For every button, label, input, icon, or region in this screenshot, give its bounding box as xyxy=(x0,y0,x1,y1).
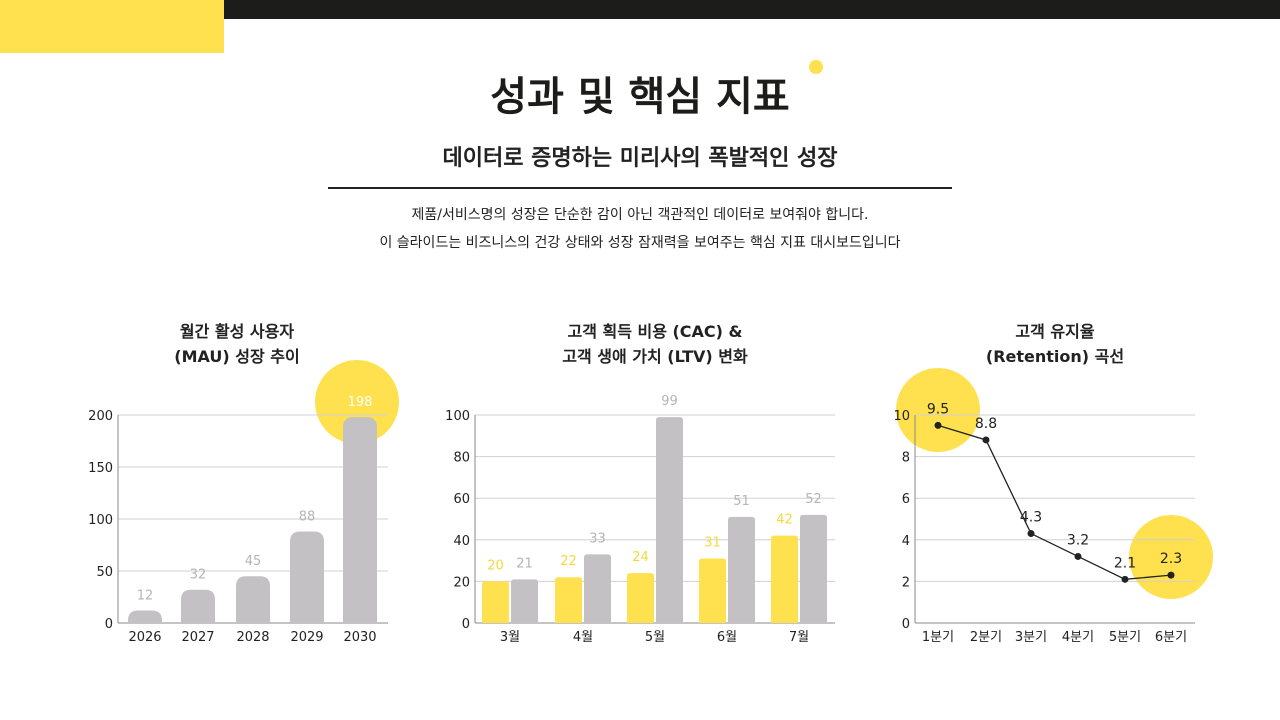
x-tick-label: 7월 xyxy=(789,630,809,645)
x-tick-label: 4월 xyxy=(573,630,593,645)
y-tick-label: 0 xyxy=(462,617,470,632)
x-tick-label: 2027 xyxy=(181,630,214,645)
data-label: 33 xyxy=(589,531,606,546)
data-label: 99 xyxy=(661,394,678,409)
x-tick-label: 2분기 xyxy=(970,630,1002,645)
data-label: 32 xyxy=(190,568,207,583)
y-tick-label: 6 xyxy=(902,492,910,507)
bar xyxy=(656,417,683,623)
chart-title: 고객 생애 가치 (LTV) 변화 xyxy=(562,347,748,366)
bar xyxy=(128,610,162,623)
description-line-2: 이 슬라이드는 비즈니스의 건강 상태와 성장 잠재력을 보여주는 핵심 지표 … xyxy=(379,235,901,251)
data-point xyxy=(1027,530,1035,538)
data-label: 22 xyxy=(560,554,577,569)
y-tick-label: 200 xyxy=(88,409,113,424)
data-point xyxy=(1167,571,1175,579)
x-tick-label: 2029 xyxy=(290,630,323,645)
page-subtitle: 데이터로 증명하는 미리사의 폭발적인 성장 xyxy=(442,146,838,171)
x-tick-label: 3분기 xyxy=(1015,630,1047,645)
chart-title: (Retention) 곡선 xyxy=(986,347,1124,366)
data-label: 42 xyxy=(776,513,793,528)
data-label: 198 xyxy=(348,395,373,410)
data-label: 52 xyxy=(805,492,822,507)
data-label: 51 xyxy=(733,494,750,509)
x-tick-label: 5분기 xyxy=(1109,630,1141,645)
x-tick-label: 2028 xyxy=(236,630,269,645)
y-tick-label: 10 xyxy=(893,409,910,424)
bar xyxy=(290,531,324,623)
data-label: 88 xyxy=(299,509,316,524)
bar xyxy=(699,558,726,623)
y-tick-label: 60 xyxy=(453,492,470,507)
data-point xyxy=(1121,575,1129,583)
data-label: 2.3 xyxy=(1160,551,1182,567)
series-line xyxy=(937,424,1172,580)
y-tick-label: 80 xyxy=(453,451,470,466)
y-tick-label: 2 xyxy=(902,575,910,590)
x-tick-label: 4분기 xyxy=(1062,630,1094,645)
data-point xyxy=(934,421,942,429)
bar xyxy=(482,581,509,623)
data-label: 4.3 xyxy=(1020,510,1042,526)
y-tick-label: 100 xyxy=(445,409,470,424)
bar xyxy=(343,417,377,623)
y-tick-label: 100 xyxy=(88,513,113,528)
x-tick-label: 2026 xyxy=(128,630,161,645)
bar xyxy=(555,577,582,623)
y-tick-label: 150 xyxy=(88,461,113,476)
data-label: 24 xyxy=(632,550,649,565)
divider xyxy=(328,187,952,189)
chart-title: 월간 활성 사용자 xyxy=(180,322,294,341)
top-bar xyxy=(0,0,1280,19)
x-tick-label: 2030 xyxy=(343,630,376,645)
data-label: 21 xyxy=(516,556,533,571)
page-title: 성과 및 핵심 지표 xyxy=(490,74,790,120)
data-label: 31 xyxy=(704,536,721,551)
chart-title: (MAU) 성장 추이 xyxy=(174,347,299,366)
data-label: 8.8 xyxy=(975,416,997,432)
data-label: 3.2 xyxy=(1067,532,1089,548)
y-tick-label: 0 xyxy=(902,617,910,632)
bar xyxy=(236,576,270,623)
y-tick-label: 20 xyxy=(453,575,470,590)
highlight-circle xyxy=(896,368,980,452)
x-tick-label: 6월 xyxy=(717,630,737,645)
data-label: 12 xyxy=(137,589,154,604)
accent-block xyxy=(0,0,224,53)
bar xyxy=(728,516,755,623)
highlight-circle xyxy=(315,360,399,444)
bar xyxy=(511,579,538,623)
y-tick-label: 8 xyxy=(902,451,910,466)
bar xyxy=(181,589,215,623)
y-tick-label: 4 xyxy=(902,534,910,549)
chart-title: 고객 유지율 xyxy=(1015,322,1094,341)
bar xyxy=(627,573,654,623)
data-point xyxy=(1074,552,1082,560)
y-tick-label: 40 xyxy=(453,534,470,549)
bar xyxy=(771,535,798,623)
highlight-circle xyxy=(1129,515,1213,599)
accent-dot xyxy=(809,60,823,74)
bar xyxy=(584,554,611,623)
chart-title: 고객 획득 비용 (CAC) & xyxy=(567,322,742,341)
description-line-1: 제품/서비스명의 성장은 단순한 감이 아닌 객관적인 데이터로 보여줘야 합니… xyxy=(411,207,869,223)
x-tick-label: 1분기 xyxy=(922,630,954,645)
x-tick-label: 6분기 xyxy=(1155,630,1187,645)
y-tick-label: 50 xyxy=(96,565,113,580)
data-label: 2.1 xyxy=(1114,555,1136,571)
data-point xyxy=(982,436,990,444)
data-label: 20 xyxy=(487,558,504,573)
bar xyxy=(800,514,827,623)
x-tick-label: 3월 xyxy=(500,630,520,645)
y-tick-label: 0 xyxy=(105,617,113,632)
data-label: 45 xyxy=(245,554,262,569)
data-label: 9.5 xyxy=(927,401,949,417)
x-tick-label: 5월 xyxy=(645,630,665,645)
